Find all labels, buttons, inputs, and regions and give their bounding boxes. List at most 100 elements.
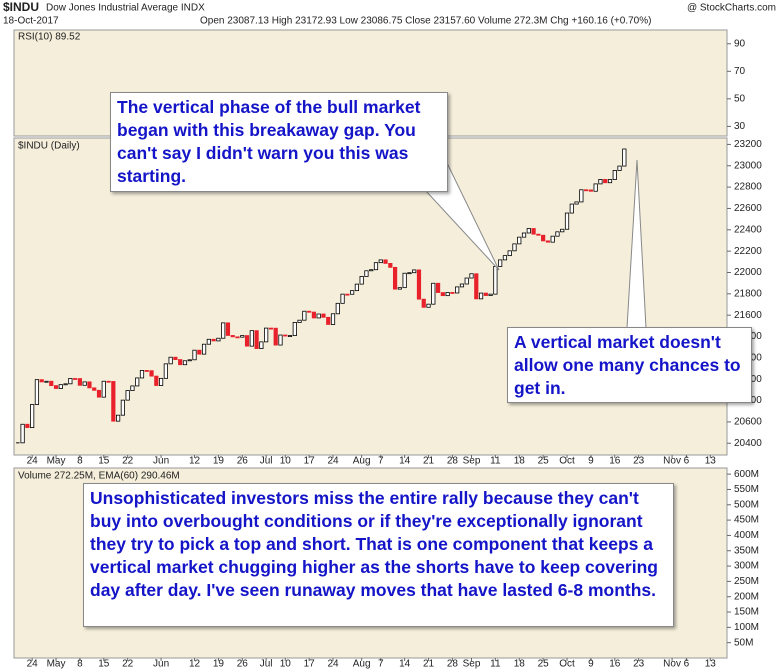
candle xyxy=(326,316,331,325)
x-tick-label: 19 xyxy=(213,659,225,670)
x-tick-label: 7 xyxy=(378,456,384,467)
candle xyxy=(574,201,579,205)
x-tick-label: 6 xyxy=(684,456,690,467)
x-tick-label: 15 xyxy=(98,456,110,467)
candle xyxy=(316,313,321,319)
candle xyxy=(206,338,211,345)
candle xyxy=(416,269,422,300)
x-tick-label: 6 xyxy=(684,659,690,670)
candle xyxy=(478,292,484,300)
candle xyxy=(512,243,517,252)
y-tick-label: 22800 xyxy=(734,182,762,193)
y-tick-label: 550M xyxy=(734,484,759,495)
x-tick-label: May xyxy=(47,659,66,670)
candle xyxy=(464,277,469,285)
x-tick-label: 28 xyxy=(447,659,459,670)
candle xyxy=(163,363,168,379)
x-tick-label: 24 xyxy=(327,659,339,670)
candle xyxy=(593,183,598,192)
candle xyxy=(402,272,407,289)
candle xyxy=(392,266,398,290)
x-tick-label: 25 xyxy=(538,659,550,670)
candle xyxy=(278,334,283,346)
candle xyxy=(168,356,173,365)
candle xyxy=(354,283,359,292)
candle xyxy=(359,276,364,285)
x-tick-label: 21 xyxy=(423,456,435,467)
candle xyxy=(225,322,231,336)
candle xyxy=(311,311,317,319)
candle xyxy=(555,231,560,237)
y-tick-label: 20600 xyxy=(734,417,762,428)
candle xyxy=(273,327,278,346)
candle xyxy=(158,377,164,386)
candle xyxy=(330,313,336,325)
candle xyxy=(321,313,326,318)
x-tick-label: 22 xyxy=(122,456,134,467)
x-tick-label: Sep xyxy=(463,659,481,670)
x-tick-label: 14 xyxy=(399,456,411,467)
x-tick-label: 11 xyxy=(490,659,501,670)
x-tick-label: 19 xyxy=(213,456,225,467)
x-tick-label: 18 xyxy=(514,659,526,670)
candle xyxy=(307,310,312,313)
candle xyxy=(378,259,383,264)
candle xyxy=(130,385,135,391)
x-tick-label: 13 xyxy=(705,659,717,670)
x-tick-label: Jul xyxy=(260,456,273,467)
candle xyxy=(440,292,445,297)
candle xyxy=(192,349,197,361)
y-tick-label: 21800 xyxy=(734,288,762,299)
x-tick-label: Oct xyxy=(559,659,575,670)
y-tick-label: 23200 xyxy=(734,139,762,150)
candle xyxy=(173,356,178,360)
candle xyxy=(111,381,116,422)
x-tick-label: Aug xyxy=(353,456,371,467)
candle xyxy=(507,250,512,257)
candle xyxy=(474,273,479,300)
candle xyxy=(120,399,125,416)
candle xyxy=(125,390,130,401)
y-tick-label: 50M xyxy=(734,637,753,648)
x-tick-label: 22 xyxy=(122,659,134,670)
candle xyxy=(240,335,245,338)
candle xyxy=(541,234,546,242)
candle xyxy=(579,189,584,203)
candle xyxy=(412,269,417,274)
candle xyxy=(622,148,627,167)
x-tick-label: 24 xyxy=(327,456,339,467)
candle xyxy=(459,283,465,288)
x-tick-label: Aug xyxy=(353,659,371,670)
candle xyxy=(244,335,250,347)
candle xyxy=(211,338,216,342)
candle xyxy=(53,385,59,389)
x-tick-label: 17 xyxy=(304,659,316,670)
y-tick-label: 22000 xyxy=(734,267,762,278)
x-tick-label: 13 xyxy=(705,456,717,467)
panel-label: $INDU (Daily) xyxy=(18,141,80,152)
candle xyxy=(340,293,345,304)
callout: A vertical market doesn't allow one many… xyxy=(507,327,752,403)
candle xyxy=(388,263,393,268)
date: 18-Oct-2017 xyxy=(3,16,59,27)
x-tick-label: 24 xyxy=(27,659,39,670)
candle xyxy=(201,343,207,355)
candle xyxy=(135,377,140,387)
y-tick-label: 450M xyxy=(734,515,759,526)
candle xyxy=(49,380,54,387)
candle xyxy=(445,292,450,297)
y-tick-label: 90 xyxy=(734,38,746,49)
candle xyxy=(603,179,608,184)
candle xyxy=(598,179,603,185)
callout: Unsophisticated investors miss the entir… xyxy=(83,483,674,627)
candle xyxy=(517,236,522,245)
candle xyxy=(20,423,25,444)
candle xyxy=(259,341,264,349)
candle xyxy=(431,282,436,305)
y-tick-label: 21600 xyxy=(734,310,762,321)
candle xyxy=(63,383,68,386)
x-tick-label: 25 xyxy=(538,456,550,467)
x-tick-label: 15 xyxy=(98,659,110,670)
candle xyxy=(531,228,536,235)
candle xyxy=(397,287,402,290)
